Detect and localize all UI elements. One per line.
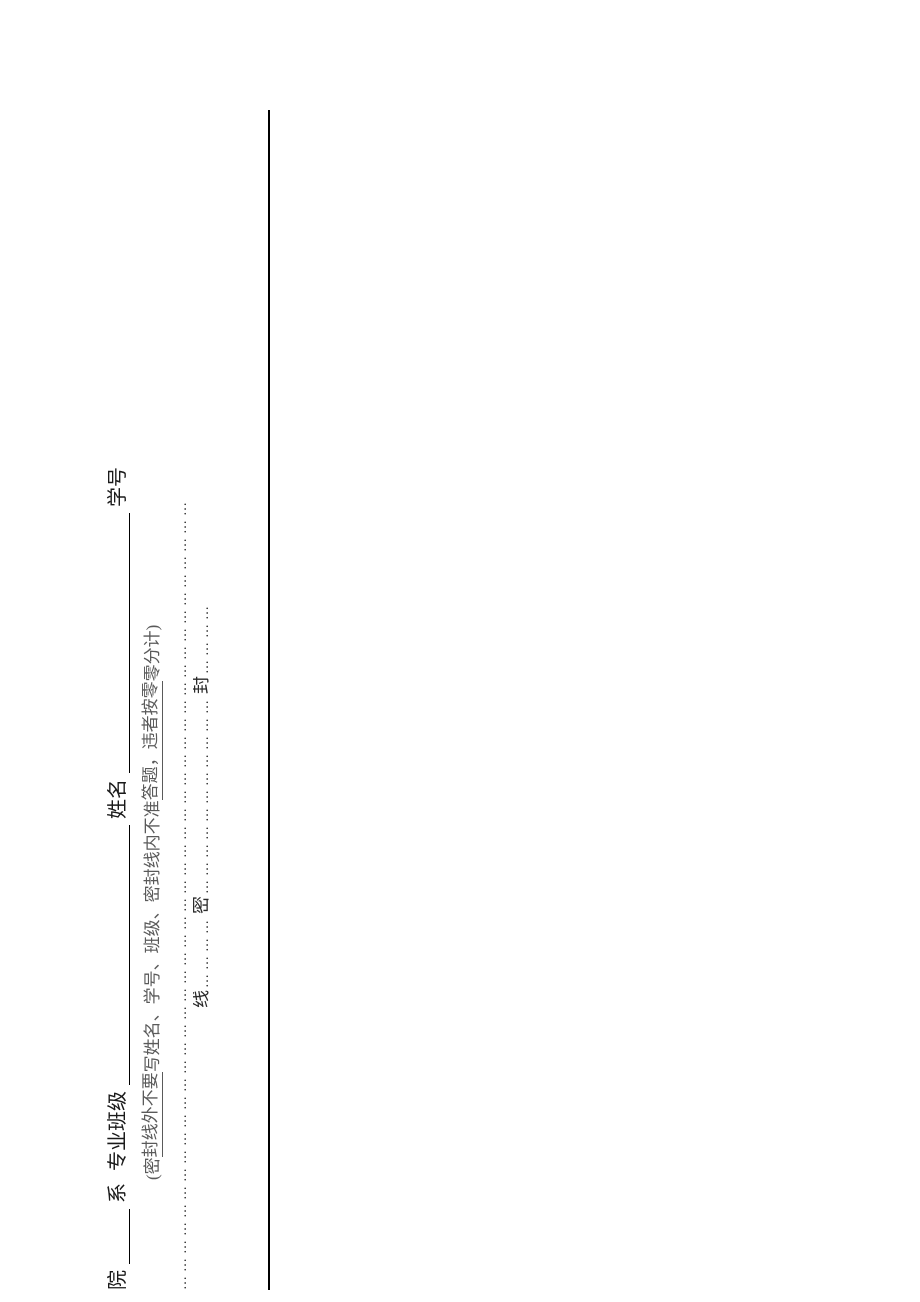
dots-s1: ………… bbox=[197, 916, 213, 988]
dotted-seal-line-1: …………………………………………………………………………………………………………… bbox=[171, 190, 191, 1290]
instruction-open: ( bbox=[143, 1174, 163, 1180]
dots-s2: …………………………… bbox=[197, 696, 213, 894]
student-info-fields: 院 系 专业班级 姓名 学号 bbox=[90, 190, 130, 1290]
name-label: 姓名 bbox=[101, 779, 130, 819]
instruction-close: ) bbox=[143, 625, 163, 631]
instruction-p4: 答题，违者按零 bbox=[136, 681, 163, 800]
yuan-label: 院 bbox=[101, 1270, 130, 1290]
instruction-p3: 写姓名、学号、班级、密封线内不准 bbox=[138, 800, 163, 1072]
instruction-p5: 零分计 bbox=[138, 630, 163, 681]
major-class-label: 专业班级 bbox=[101, 1091, 130, 1171]
student-id-label: 学号 bbox=[101, 467, 130, 507]
instruction-p2: 封线外不要 bbox=[136, 1072, 163, 1157]
blank-yuan bbox=[104, 1209, 130, 1264]
seal-xian: 线 bbox=[193, 990, 213, 1008]
dots-s3: ………… bbox=[197, 602, 213, 674]
dots-long: …………………………………………………………………………………………………………… bbox=[175, 498, 191, 1290]
exam-cover-sidebar: 院 系 专业班级 姓名 学号 (密封线外不要写姓名、学号、班级、密封线内不准答题… bbox=[0, 0, 920, 1302]
dotted-seal-line-2: 线 ………… 密 …………………………… 封 ………… bbox=[193, 190, 213, 1290]
instruction-p1: 密 bbox=[138, 1157, 163, 1174]
blank-name bbox=[104, 513, 130, 773]
seal-mi: 密 bbox=[193, 896, 213, 914]
instruction-line: (密封线外不要写姓名、学号、班级、密封线内不准答题，违者按零零分计) bbox=[136, 190, 163, 1290]
department-label: 系 bbox=[101, 1183, 130, 1203]
sidebar-content: 院 系 专业班级 姓名 学号 (密封线外不要写姓名、学号、班级、密封线内不准答题… bbox=[90, 190, 270, 1290]
blank-major-class bbox=[104, 825, 130, 1085]
seal-feng: 封 bbox=[193, 676, 213, 694]
